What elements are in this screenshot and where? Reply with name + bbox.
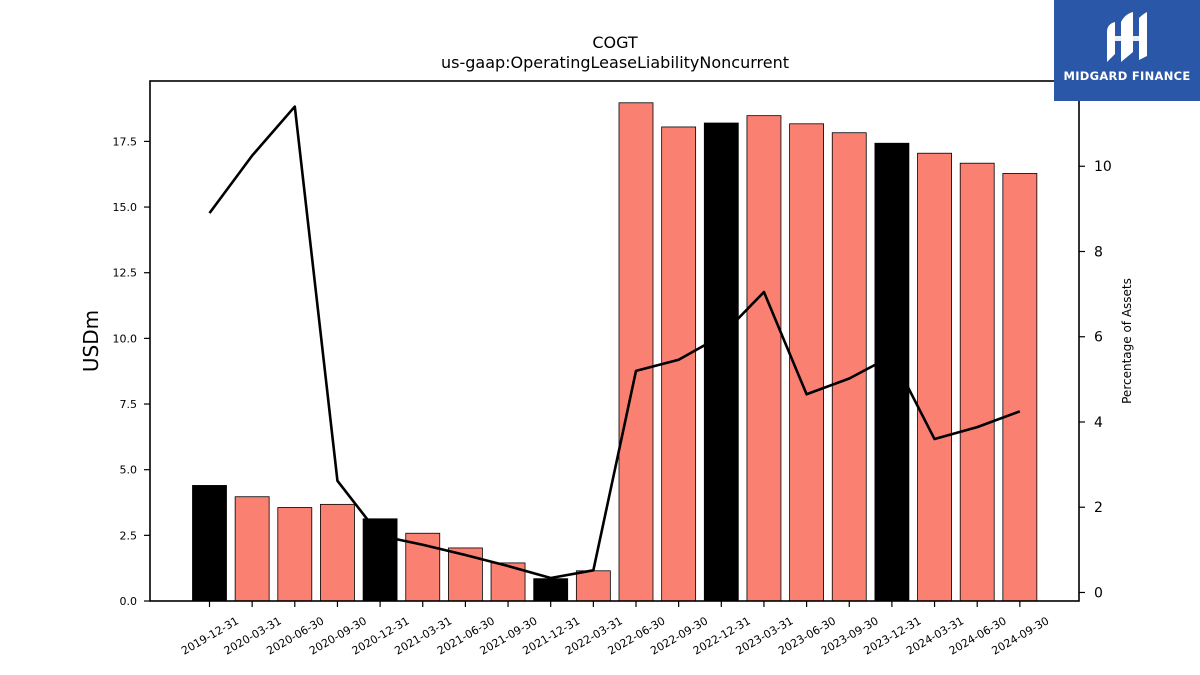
y2-tick-label: 10 [1094, 159, 1112, 175]
bar [362, 518, 398, 602]
y2-tick-label: 4 [1094, 415, 1103, 431]
bar [618, 102, 654, 602]
bar [789, 123, 824, 602]
y-tick-label: 12.5 [113, 267, 138, 280]
bar [533, 578, 569, 602]
bar [959, 162, 995, 602]
y2-tick-label: 8 [1094, 244, 1103, 260]
brand-name: MIDGARD FINANCE [1063, 69, 1191, 83]
bar [234, 496, 270, 602]
chart-title: COGT [592, 33, 638, 52]
y2-axis: 0 2 4 6 8 10 [1079, 159, 1112, 601]
bar [917, 152, 952, 602]
y-tick-label: 5.0 [120, 464, 138, 477]
y-tick-label: 17.5 [113, 135, 138, 148]
y-axis-label: USDm [79, 310, 103, 372]
bar [703, 122, 739, 602]
y2-tick-label: 2 [1094, 500, 1103, 516]
y2-axis-label: Percentage of Assets [1120, 278, 1134, 404]
bar [192, 485, 227, 602]
y-tick-label: 0.0 [120, 595, 138, 608]
bar [831, 132, 867, 602]
chart-subtitle: us-gaap:OperatingLeaseLiabilityNoncurren… [441, 53, 789, 72]
y2-tick-label: 6 [1094, 330, 1103, 346]
bar [1002, 173, 1038, 602]
bar [277, 507, 313, 602]
brand-logo: MIDGARD FINANCE [1054, 0, 1200, 101]
bar [746, 115, 782, 602]
y-tick-label: 7.5 [120, 398, 138, 411]
bar [874, 142, 910, 602]
bar [575, 570, 611, 602]
y-tick-label: 10.0 [113, 332, 138, 345]
y2-tick-label: 0 [1094, 585, 1103, 601]
bar [320, 503, 355, 602]
line-group [208, 105, 1021, 580]
bars-group [192, 102, 1038, 602]
y-axis: 0.0 2.5 5.0 7.5 10.0 12.5 15.0 17.5 [113, 135, 150, 608]
y-tick-label: 2.5 [120, 529, 138, 542]
plot-frame [149, 80, 1080, 602]
y-tick-label: 15.0 [113, 201, 138, 214]
midgard-logo-icon [1107, 12, 1147, 62]
percentage-line [208, 105, 1021, 580]
x-axis: 2019-12-312020-03-312020-06-302020-09-30… [179, 601, 1051, 658]
